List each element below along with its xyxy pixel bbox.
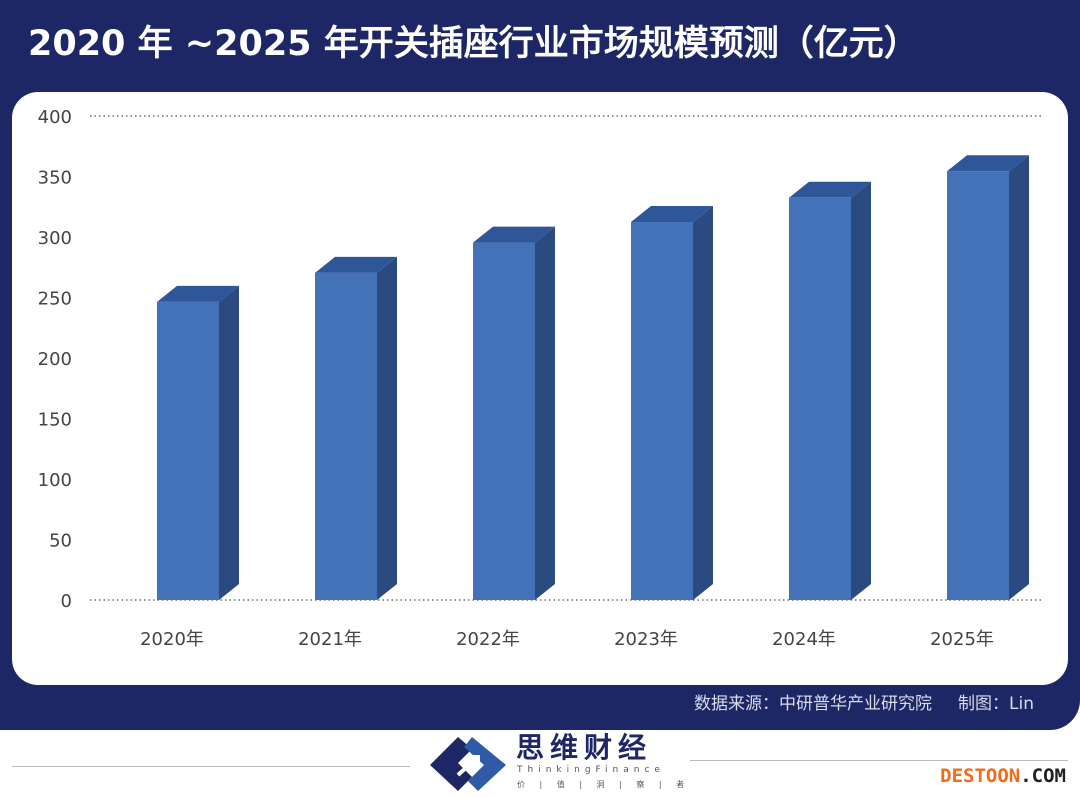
y-tick-label: 350: [38, 168, 72, 189]
brand-slogan: 价 | 值 | 洞 | 察 | 者: [517, 780, 691, 789]
brand-name-en: ThinkingFinance: [517, 765, 665, 775]
bar-top: [947, 155, 1029, 172]
bar-top: [631, 206, 713, 223]
watermark-a: DESTOON: [940, 765, 1021, 787]
bar-side: [535, 226, 555, 600]
thinking-finance-logo-icon: [430, 737, 506, 791]
y-tick-label: 250: [38, 289, 72, 310]
x-tick-label: 2024年: [772, 629, 836, 650]
bar-side: [377, 256, 397, 600]
y-tick-label: 200: [38, 349, 72, 370]
x-tick-label: 2022年: [456, 629, 520, 650]
chart-author: 制图：Lin: [958, 694, 1034, 714]
bar-side: [693, 206, 713, 600]
chart-title: 2020 年 ~2025 年开关插座行业市场规模预测（亿元）: [28, 24, 919, 64]
bar-2021年: [315, 272, 377, 600]
y-tick-label: 50: [49, 531, 72, 552]
bar-2023年: [631, 222, 693, 600]
x-tick-label: 2020年: [140, 629, 204, 650]
bar-top: [789, 181, 871, 198]
divider-right: [690, 760, 1068, 761]
bar-2025年: [947, 171, 1009, 600]
bar-side: [219, 285, 239, 600]
x-tick-label: 2025年: [930, 629, 994, 650]
bar-chart: 0 50 100 150 200 250 300 350 400 2020年 2021年 2022年 2…: [38, 107, 1042, 650]
divider-left: [12, 766, 410, 767]
bar-top: [473, 226, 555, 243]
x-tick-label: 2023年: [614, 629, 678, 650]
watermark-b: .COM: [1020, 765, 1066, 787]
bar-side: [851, 181, 871, 600]
bar-2024年: [789, 197, 851, 600]
y-tick-label: 300: [38, 228, 72, 249]
data-source: 数据来源：中研普华产业研究院: [694, 694, 933, 714]
watermark: DESTOON.COM: [940, 764, 1066, 788]
bar-top: [315, 256, 397, 273]
source-note: 数据来源：中研普华产业研究院 制图：Lin: [694, 692, 1034, 716]
bar-2022年: [473, 242, 535, 600]
y-tick-label: 400: [38, 107, 72, 128]
y-tick-label: 100: [38, 470, 72, 491]
bar-side: [1009, 155, 1029, 600]
x-tick-label: 2021年: [298, 629, 362, 650]
bar-2020年: [157, 301, 219, 600]
brand-name: 思维财经: [516, 731, 653, 764]
bar-top: [157, 285, 239, 302]
y-tick-label: 0: [61, 591, 72, 612]
y-tick-label: 150: [38, 410, 72, 431]
